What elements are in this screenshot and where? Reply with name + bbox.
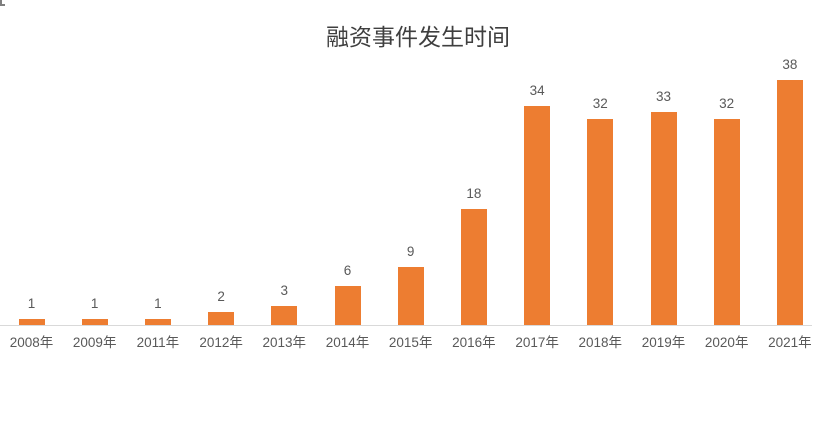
x-axis-tick-label: 2021年 — [768, 335, 812, 350]
x-axis-tick-label: 2009年 — [72, 335, 117, 350]
bar-value-label: 2 — [217, 289, 225, 304]
bar-value-label: 9 — [406, 244, 415, 259]
x-axis-tick-label: 2015年 — [388, 335, 433, 350]
x-axis-tick-label: 2020年 — [704, 335, 749, 350]
crop-corner-artifact — [0, 0, 5, 6]
bar-value-label: 32 — [592, 96, 608, 111]
x-axis-tick-label: 2013年 — [262, 335, 307, 350]
bar-value-label: 6 — [343, 263, 352, 278]
bar — [334, 286, 361, 325]
bar — [587, 119, 614, 325]
x-axis-line — [0, 325, 812, 326]
bar — [776, 80, 803, 325]
chart-title: 融资事件发生时间 — [326, 25, 510, 51]
x-axis-tick-label: 2008年 — [9, 335, 54, 350]
x-axis-tick-label: 2012年 — [199, 335, 243, 350]
bar-value-label: 32 — [719, 96, 735, 111]
bar-value-label: 3 — [280, 283, 289, 298]
crop-corner-vertical-line — [0, 0, 2, 6]
bar-value-label: 1 — [90, 296, 99, 311]
bar — [208, 312, 235, 325]
bar — [650, 112, 677, 325]
x-axis-tick-label: 2018年 — [578, 335, 623, 350]
x-axis-tick-label: 2016年 — [452, 335, 496, 350]
bar — [524, 106, 551, 325]
x-axis-tick-label: 2011年 — [136, 335, 180, 350]
x-axis-tick-label: 2019年 — [641, 335, 686, 350]
bar-value-label: 38 — [782, 57, 798, 72]
bar-value-label: 18 — [466, 186, 482, 201]
bar — [81, 319, 108, 325]
bar — [18, 319, 45, 325]
bar — [397, 267, 424, 325]
bar-value-label: 1 — [154, 296, 162, 311]
bar-value-label: 1 — [27, 296, 36, 311]
bar — [460, 209, 487, 325]
crop-corner-horizontal-line — [0, 4, 5, 6]
bar — [144, 319, 171, 325]
x-axis-tick-label: 2014年 — [325, 335, 370, 350]
bar-value-label: 34 — [529, 83, 545, 98]
x-axis-tick-label: 2017年 — [515, 335, 559, 350]
bar — [271, 306, 298, 325]
bar-value-label: 33 — [655, 89, 672, 104]
bar — [713, 119, 740, 325]
